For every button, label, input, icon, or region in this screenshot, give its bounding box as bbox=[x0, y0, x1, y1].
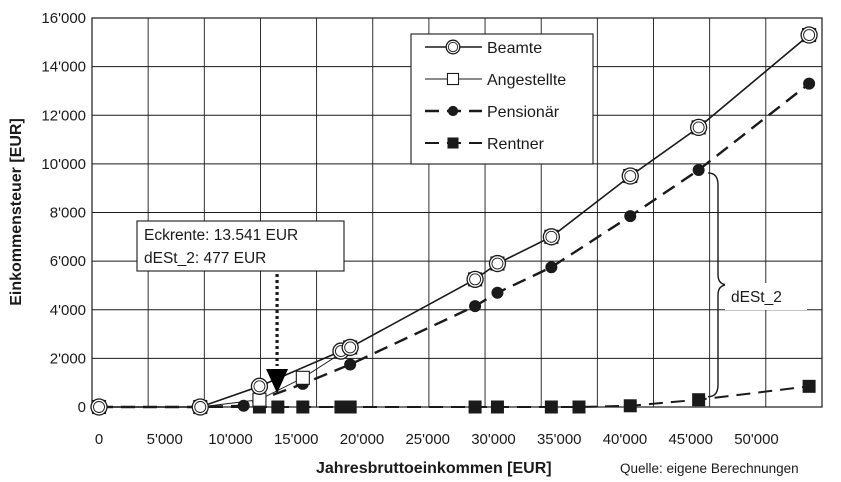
data-point-pensionaer bbox=[447, 105, 459, 117]
series-line-2 bbox=[99, 82, 810, 409]
data-point-rentner bbox=[572, 400, 586, 414]
data-point-angestellte bbox=[295, 370, 310, 385]
annotation-text: dESt_2: 477 EUR bbox=[144, 250, 266, 267]
data-point-beamte-inner bbox=[253, 380, 266, 393]
annotations: Eckrente: 13.541 EUR dESt_2: 477 EUR dESt_… bbox=[136, 172, 807, 398]
y-tick-label: 6'000 bbox=[50, 253, 86, 270]
x-tick-label: 10'000 bbox=[208, 431, 253, 448]
data-series bbox=[90, 26, 818, 416]
annotation-box bbox=[136, 220, 345, 272]
annotation-text: Eckrente: 13.541 EUR bbox=[144, 227, 298, 244]
x-tick-label: 20'000 bbox=[340, 431, 385, 448]
data-point-beamte-inner bbox=[692, 121, 705, 134]
y-tick-label: 8'000 bbox=[50, 205, 86, 222]
data-point-rentner bbox=[802, 379, 816, 393]
data-point-pensionaer bbox=[491, 286, 504, 299]
x-tick-label: 50'000 bbox=[734, 431, 779, 448]
data-point-rentner bbox=[271, 400, 285, 414]
x-axis-label: Jahresbruttoeinkommen [EUR] bbox=[316, 460, 552, 477]
y-tick-label: 12'000 bbox=[41, 107, 86, 124]
data-point-beamte-inner bbox=[194, 401, 207, 413]
data-point-beamte-inner bbox=[803, 29, 816, 41]
brace-label: dESt_2 bbox=[731, 289, 782, 306]
y-tick-label: 14'000 bbox=[41, 59, 86, 76]
y-tick-label: 0 bbox=[78, 399, 86, 416]
y-tick-label: 4'000 bbox=[50, 302, 86, 319]
source-note: Quelle: eigene Berechnungen bbox=[620, 461, 799, 476]
data-point-pensionaer bbox=[237, 399, 250, 412]
data-point-angestellte bbox=[446, 72, 460, 86]
data-point-beamte-inner bbox=[344, 341, 357, 354]
x-axis-tick-labels: 0 5'000 10'000 15'000 20'000 25'000 30'000 35'0… bbox=[95, 431, 779, 448]
data-point-beamte-inner bbox=[93, 401, 105, 413]
y-tick-label: 2'000 bbox=[50, 350, 86, 367]
legend-entry-label: Pensionär bbox=[487, 104, 560, 121]
x-tick-label: 30'000 bbox=[471, 431, 516, 448]
y-tick-label: 10'000 bbox=[41, 156, 86, 173]
data-point-rentner bbox=[447, 137, 459, 149]
x-tick-label: 35'000 bbox=[537, 431, 582, 448]
data-point-rentner bbox=[623, 399, 637, 413]
data-point-pensionaer bbox=[803, 77, 816, 90]
x-tick-label: 25'000 bbox=[405, 431, 450, 448]
y-axis-tick-labels: 0 2'000 4'000 6'000 8'000 10'000 12'000 14'000 1… bbox=[41, 10, 86, 416]
data-point-rentner bbox=[296, 400, 310, 414]
annotation-arrow-head bbox=[266, 369, 289, 394]
legend-entry-label: Angestellte bbox=[487, 72, 566, 89]
legend-entry-label: Rentner bbox=[487, 136, 545, 153]
brace-label-background bbox=[725, 283, 807, 310]
y-axis-label: Einkommensteuer [EUR] bbox=[8, 118, 25, 306]
data-point-rentner bbox=[544, 400, 558, 414]
data-point-pensionaer bbox=[545, 261, 558, 274]
x-tick-label: 45'000 bbox=[668, 431, 713, 448]
x-tick-label: 5'000 bbox=[147, 431, 183, 448]
legend: Beamte Angestellte Pensionär Rentner bbox=[410, 33, 594, 165]
data-point-pensionaer bbox=[692, 163, 705, 176]
data-point-rentner bbox=[343, 400, 357, 414]
data-point-pensionaer bbox=[344, 358, 357, 371]
x-tick-label: 40'000 bbox=[603, 431, 648, 448]
data-point-rentner bbox=[692, 393, 706, 407]
y-tick-label: 16'000 bbox=[41, 10, 86, 27]
x-tick-label: 0 bbox=[95, 431, 103, 448]
data-point-beamte-inner bbox=[624, 170, 637, 182]
data-point-rentner bbox=[468, 400, 482, 414]
data-point-beamte-inner bbox=[491, 257, 504, 270]
legend-box bbox=[410, 33, 594, 165]
data-point-beamte-inner bbox=[545, 230, 558, 243]
legend-entry-label: Beamte bbox=[487, 40, 542, 57]
data-point-pensionaer bbox=[624, 210, 637, 223]
data-point-beamte-inner bbox=[469, 273, 482, 286]
data-point-pensionaer bbox=[469, 300, 482, 313]
x-tick-label: 15'000 bbox=[274, 431, 319, 448]
data-point-beamte-inner bbox=[447, 41, 459, 53]
data-point-rentner bbox=[490, 400, 504, 414]
data-point-angestellte bbox=[252, 392, 267, 407]
